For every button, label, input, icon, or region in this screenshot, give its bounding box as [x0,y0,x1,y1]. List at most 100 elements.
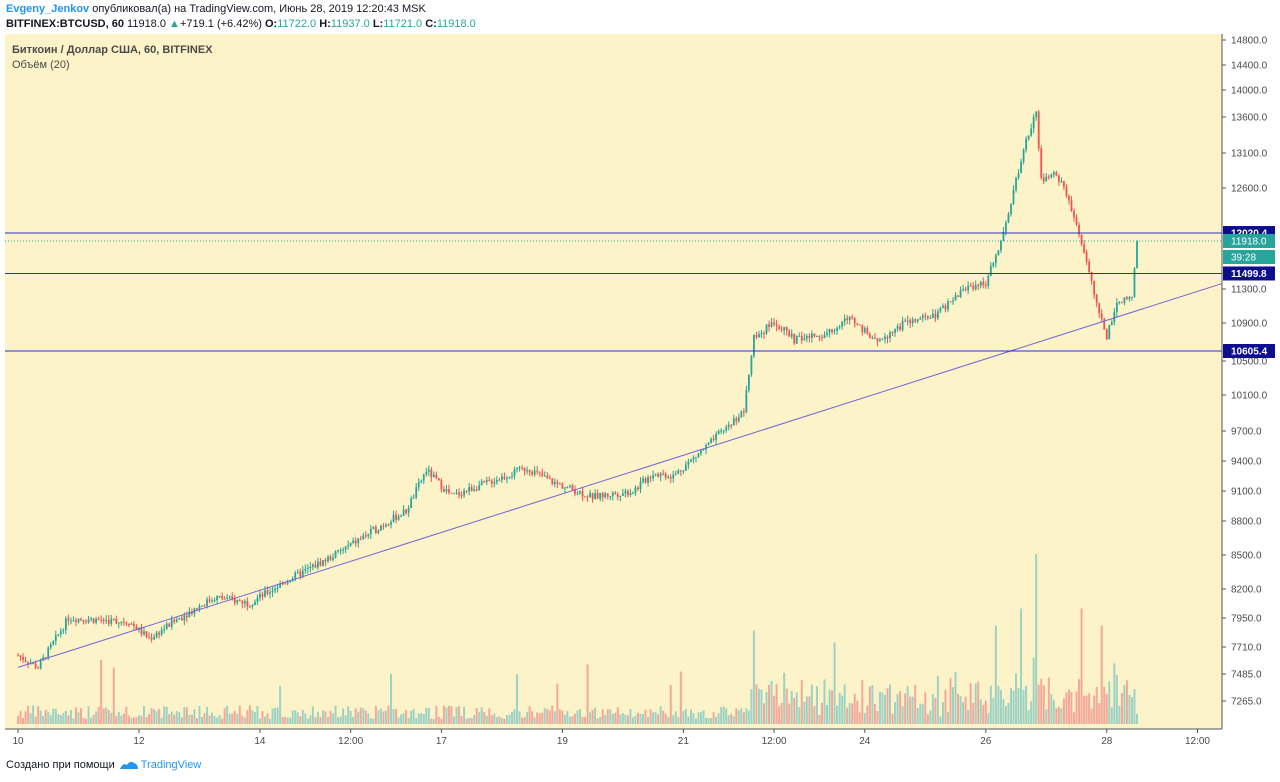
volume-bar [339,716,342,724]
candle-body [538,471,541,473]
volume-bar [589,712,592,724]
candle-body [397,516,400,520]
volume-bar [359,707,362,724]
candle-body [974,285,977,290]
volume-bar [531,711,534,724]
y-tick-label: 7265.0 [1231,697,1262,708]
tradingview-link[interactable]: TradingView [119,759,201,771]
candle-body [997,250,1000,256]
candle-body [841,321,844,327]
volume-bar [349,711,352,724]
candle-body [211,600,213,602]
volume-bar [735,708,738,724]
volume-bar [573,713,576,724]
volume-bar [631,717,634,724]
volume-bar [442,705,445,724]
volume-bar [669,684,672,724]
candle-body [24,659,27,662]
candle-body [846,318,849,320]
candle-body [44,657,47,659]
candle-body [536,470,539,472]
candle-body [750,356,753,375]
candle-body [1073,211,1075,218]
volume-bar [468,717,471,724]
candle-body [654,473,657,476]
candle-body [604,493,607,498]
candle-body [140,627,143,635]
volume-bar [193,709,196,724]
candle-body [768,324,770,327]
volume-bar [899,691,902,724]
time-scale[interactable] [5,729,1222,752]
candle-body [334,551,337,558]
volume-bar [213,715,216,724]
candle-body [896,326,899,329]
candle-body [495,480,498,483]
volume-bar [115,716,118,724]
candle-body [269,592,271,594]
volume-bar [1002,699,1005,724]
candle-body [1047,176,1050,178]
candle-body [521,467,523,469]
volume-bar [160,717,163,724]
candle-body [606,493,609,497]
volume-bar [606,709,609,724]
volume-bar [579,709,582,724]
price-chart[interactable]: 14800.0 14400.0 14000.0 13600.0 13100.0 12600… [0,34,1280,752]
candle-body [1133,268,1136,297]
volume-bar [790,690,793,724]
volume-bar [561,710,564,724]
volume-bar [1133,689,1136,724]
candle-body [1035,111,1038,118]
volume-bar [805,696,808,724]
volume-bar [173,714,176,724]
candle-body [884,336,886,339]
candle-body [816,336,818,338]
author-link[interactable]: Evgeny_Jenkov [6,3,90,15]
volume-bar [447,705,450,724]
volume-bar [1123,684,1126,724]
candle-body [339,549,342,551]
y-tick-label: 14000.0 [1231,86,1268,97]
candle-body [188,611,191,618]
candle-body [327,556,329,562]
chart-pane[interactable] [5,34,1222,729]
volume-bar [306,718,309,724]
candle-body [581,491,584,497]
candle-body [52,640,55,645]
volume-bar [626,715,629,724]
candle-body [158,632,161,635]
volume-bar [145,717,148,724]
candle-body [649,477,652,479]
y-tick-label: 13600.0 [1231,113,1268,124]
volume-bar [294,710,297,724]
volume-bar [49,715,52,724]
trendline[interactable] [17,283,1223,668]
volume-bar [29,713,32,724]
volume-bar [59,715,62,724]
volume-bar [480,707,483,724]
candle-body [952,300,954,302]
volume-bar [563,714,566,724]
volume-bar [636,712,639,724]
price-scale[interactable] [1222,34,1280,729]
candle-body [1045,176,1048,182]
candle-body [1093,281,1096,295]
legend-title: Биткоин / Доллар США, 60, BITFINEX [12,44,213,56]
volume-bar [999,689,1002,724]
volume-bar [90,717,93,724]
candle-body [687,461,690,465]
volume-bar [639,713,642,724]
volume-bar [765,692,768,724]
candle-body [364,535,367,537]
candle-body [735,418,738,422]
volume-bar [155,711,158,724]
volume-bar [1012,690,1015,724]
volume-bar [652,712,655,724]
candle-body [730,424,733,426]
volume-bar [878,691,881,724]
candle-body [1078,224,1080,235]
volume-bar [258,718,261,724]
volume-bar [19,710,22,724]
volume-bar [263,716,266,724]
